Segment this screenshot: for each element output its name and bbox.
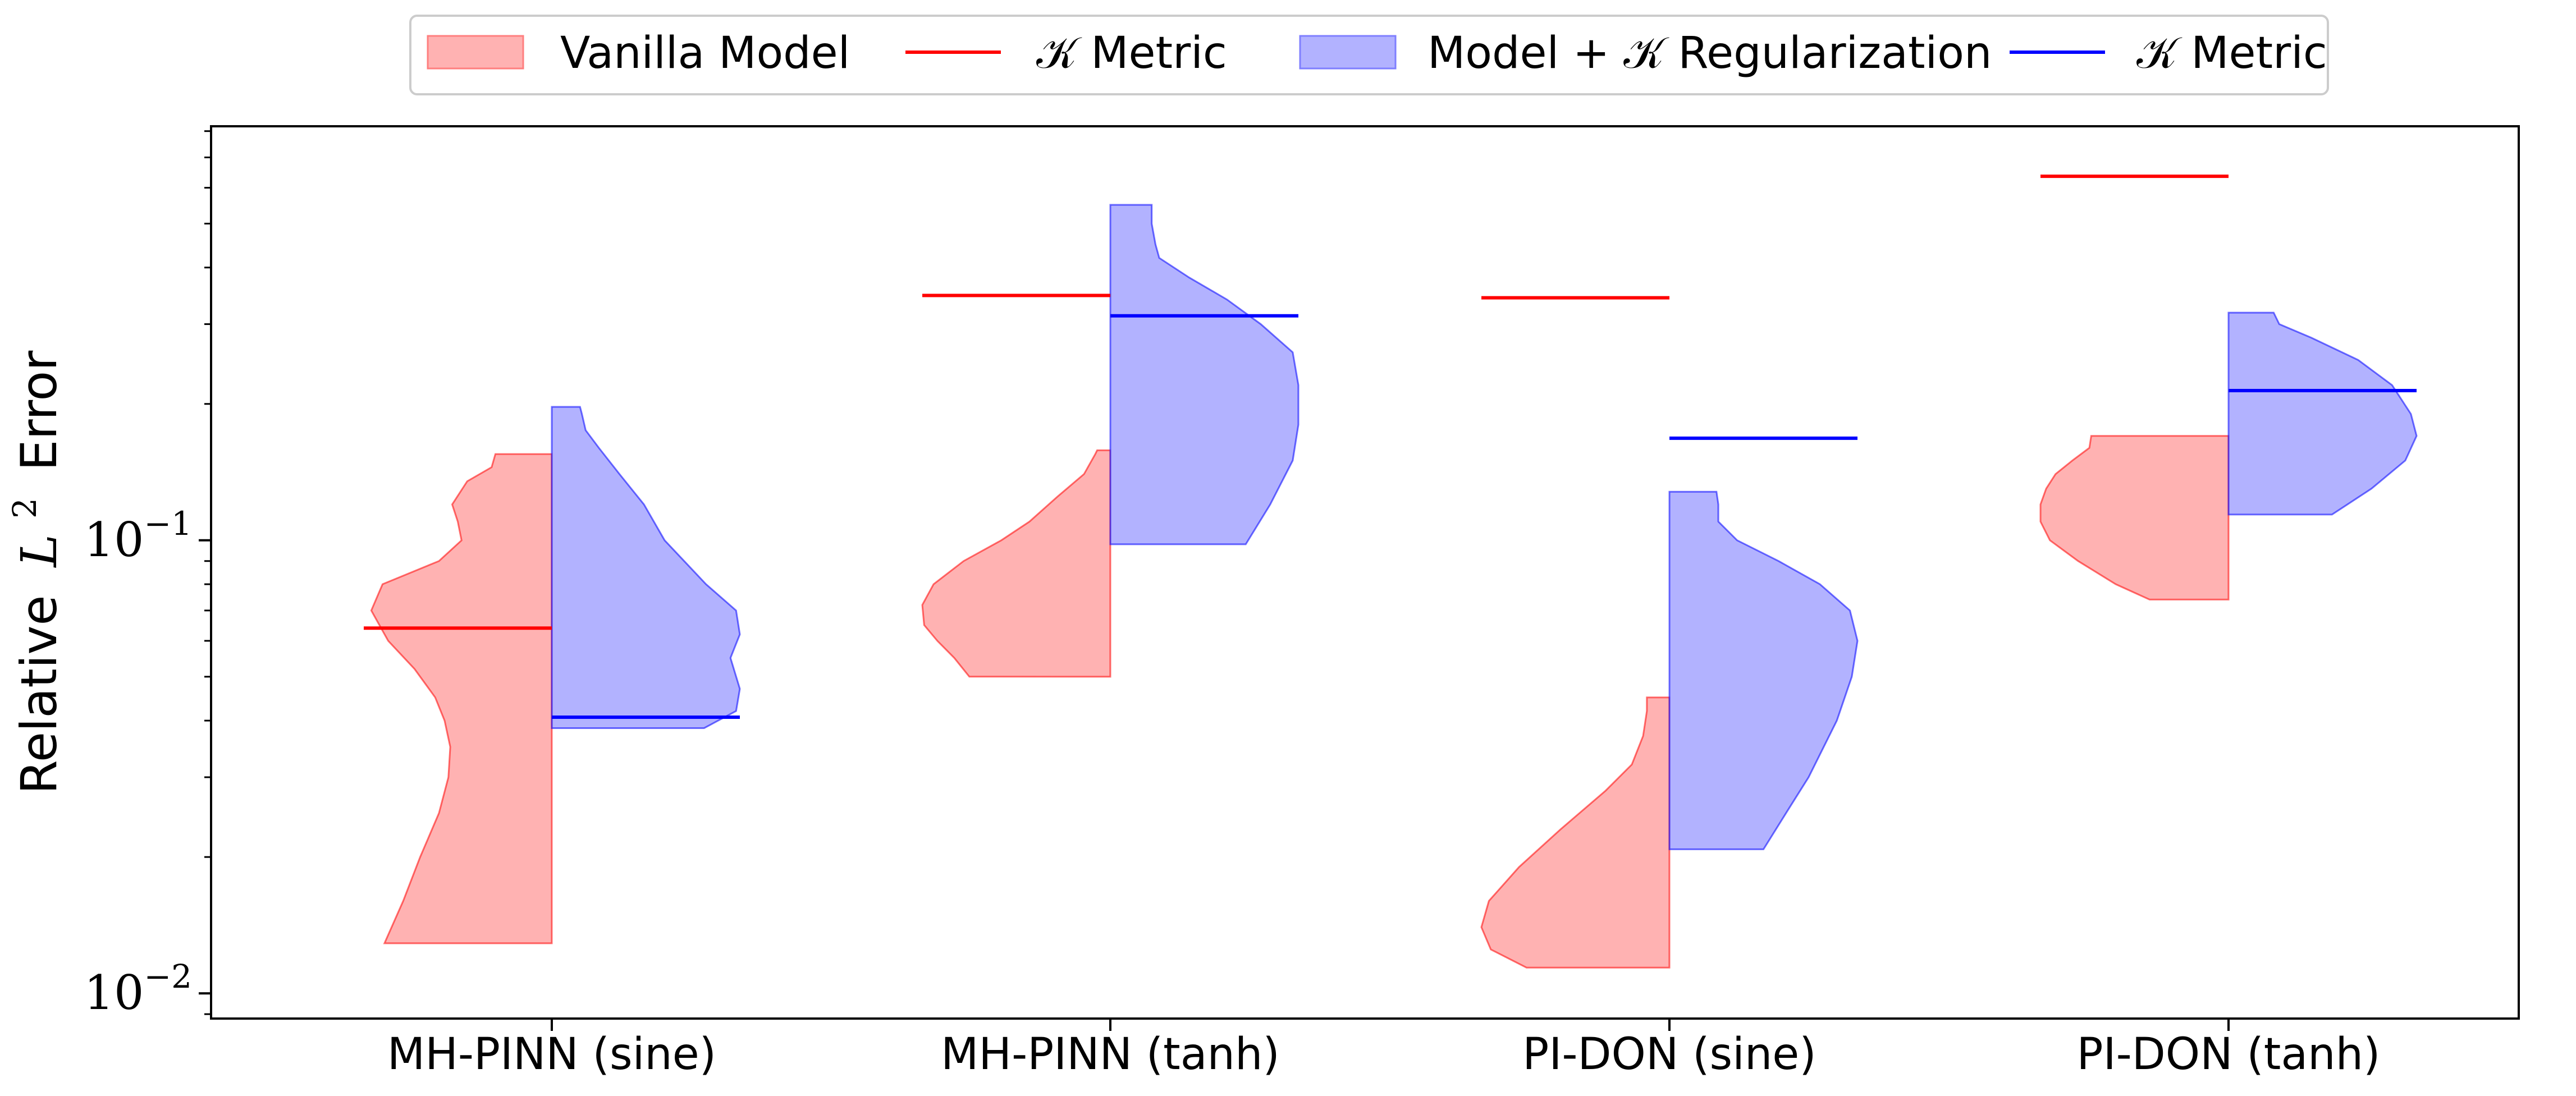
legend-label: Model + 𝒦 Regularization (1427, 28, 1992, 79)
y-axis-label-suffix: Error (10, 350, 68, 471)
violin-regularized-2 (1668, 490, 1859, 850)
y-axis-label-math: L (10, 534, 68, 568)
violins-layer (370, 204, 2418, 969)
y-tick-label: 10−2 (84, 957, 192, 1020)
x-tick-label: PI-DON (tanh) (2077, 1029, 2381, 1080)
violin-regularized-0 (551, 406, 741, 730)
y-tick-base: 10 (84, 965, 144, 1020)
x-tick-label: PI-DON (sine) (1522, 1029, 1816, 1080)
y-tick-exponent: −2 (144, 957, 193, 996)
plot-frame (210, 125, 2520, 1020)
violin-vanilla-1 (921, 449, 1111, 678)
violin-vanilla-0 (370, 453, 553, 944)
violin-vanilla-3 (2039, 435, 2230, 600)
violin-vanilla-2 (1480, 696, 1671, 969)
y-axis-label-prefix: Relative (10, 595, 68, 794)
violin-regularized-3 (2227, 311, 2418, 516)
legend-label: 𝒦 Metric (1036, 28, 1227, 79)
x-axis: MH-PINN (sine) MH-PINN (tanh) PI-DON (sine… (387, 1019, 2381, 1080)
y-tick-base: 10 (84, 512, 144, 567)
y-tick-label: 10−1 (84, 505, 192, 567)
y-tick-exponent: −1 (144, 505, 193, 543)
legend-label: 𝒦 Metric (2136, 28, 2327, 79)
x-tick-label: MH-PINN (tanh) (941, 1029, 1280, 1080)
y-axis: 10−210−1 (84, 130, 211, 1020)
legend: Vanilla Model 𝒦 Metric Model + 𝒦 Regulariz… (409, 15, 2329, 95)
metric-lines-layer (364, 175, 2417, 719)
legend-patch (1299, 35, 1397, 70)
legend-patch (427, 35, 524, 70)
y-axis-label: Relative L 2 Error (0, 350, 68, 795)
y-axis-label-superscript: 2 (6, 498, 44, 519)
x-tick-label: MH-PINN (sine) (387, 1029, 716, 1080)
legend-label: Vanilla Model (560, 28, 850, 79)
violin-regularized-1 (1109, 204, 1300, 545)
